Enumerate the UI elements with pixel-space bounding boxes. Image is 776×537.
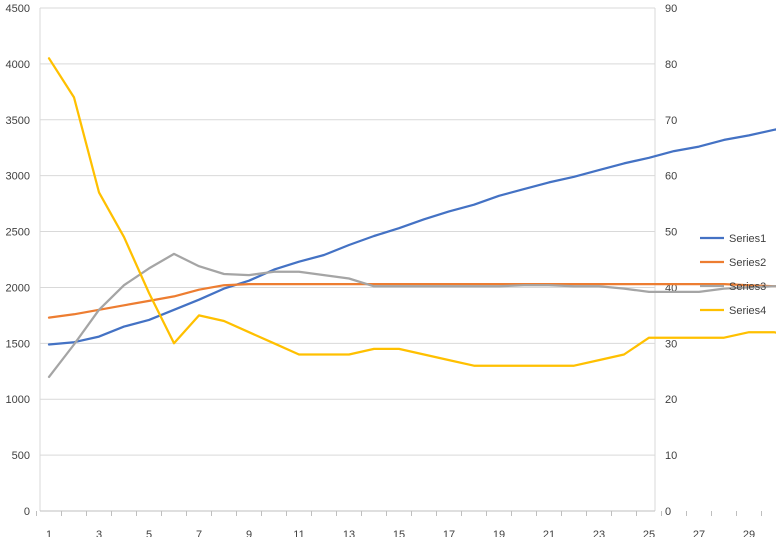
y2-tick-label: 20 — [665, 394, 677, 406]
series-line-series4 — [47, 57, 776, 367]
legend-label: Series3 — [729, 281, 766, 293]
x-tick-label: 17 — [443, 529, 455, 537]
x-tick-label: 9 — [246, 529, 252, 537]
x-tick-label: 1 — [46, 529, 52, 537]
series-line-series3 — [47, 252, 776, 379]
x-tick-label: 21 — [543, 529, 555, 537]
x-tick-label: 29 — [743, 529, 755, 537]
series-lines — [47, 57, 776, 379]
y-tick-label: 2500 — [6, 227, 30, 239]
legend-label: Series4 — [729, 305, 766, 317]
x-tick-label: 19 — [493, 529, 505, 537]
y-tick-label: 1500 — [6, 338, 30, 350]
y-tick-label: 1000 — [6, 394, 30, 406]
y-tick-label: 2000 — [6, 282, 30, 294]
x-tick-label: 13 — [343, 529, 355, 537]
y2-tick-label: 50 — [665, 227, 677, 239]
gridlines — [40, 7, 655, 512]
y2-tick-label: 70 — [665, 115, 677, 127]
y-tick-label: 4000 — [6, 59, 30, 71]
x-tick-label: 15 — [393, 529, 405, 537]
legend-label: Series1 — [729, 233, 766, 245]
y-tick-label: 4500 — [6, 3, 30, 15]
y-tick-label: 3000 — [6, 171, 30, 183]
y2-tick-label: 30 — [665, 338, 677, 350]
y2-tick-label: 90 — [665, 3, 677, 15]
x-tick-label: 23 — [593, 529, 605, 537]
y-tick-label: 0 — [24, 506, 30, 518]
y2-tick-label: 0 — [665, 506, 671, 518]
axes: 0 500 1000 1500 2000 2500 3000 3500 4000 4500 0 10 2… — [6, 3, 762, 537]
series-line-series2 — [47, 282, 776, 319]
y-tick-label: 3500 — [6, 115, 30, 127]
y-tick-label: 500 — [12, 450, 30, 462]
y2-tick-label: 80 — [665, 59, 677, 71]
legend-label: Series2 — [729, 257, 766, 269]
x-tick-label: 25 — [643, 529, 655, 537]
y2-tick-label: 10 — [665, 450, 677, 462]
x-tick-label: 27 — [693, 529, 705, 537]
y2-tick-label: 60 — [665, 171, 677, 183]
legend: Series1 Series2 Series3 Series4 — [700, 233, 766, 317]
series-line-series1 — [47, 128, 776, 346]
x-tick-label: 3 — [96, 529, 102, 537]
x-tick-label: 5 — [146, 529, 152, 537]
x-tick-label: 11 — [293, 529, 304, 537]
x-tick-label: 7 — [196, 529, 202, 537]
